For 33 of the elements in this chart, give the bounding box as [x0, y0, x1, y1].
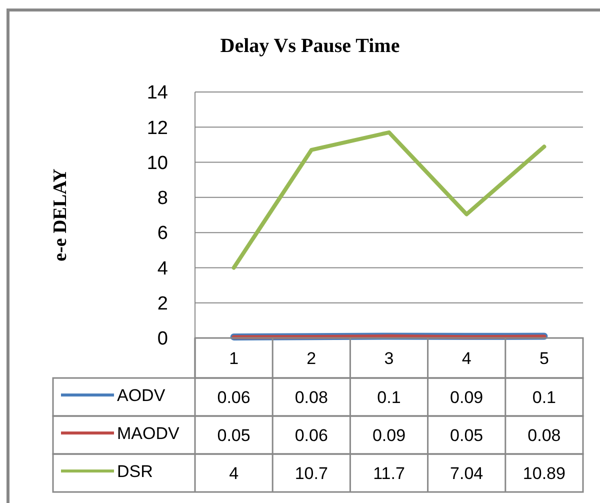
y-tick-label: 6 [157, 223, 168, 244]
y-tick-label: 2 [157, 294, 168, 315]
chart-title: Delay Vs Pause Time [220, 35, 400, 57]
legend-label: MAODV [117, 424, 180, 443]
x-tick-label: 2 [306, 348, 316, 368]
data-label: 7.04 [450, 464, 484, 483]
data-label: 0.05 [217, 426, 250, 445]
data-label: 4 [229, 464, 239, 483]
data-label: 0.09 [450, 388, 484, 407]
y-tick-label: 10 [146, 152, 168, 174]
y-tick-label: 8 [157, 188, 168, 210]
y-axis-title: e-e DELAY [50, 168, 71, 262]
y-tick-label: 4 [157, 258, 168, 280]
x-tick-label: 5 [539, 348, 549, 368]
legend-label: DSR [117, 462, 153, 481]
data-label: 0.08 [294, 388, 328, 407]
y-tick-label: 0 [157, 328, 168, 350]
y-tick-label: 14 [146, 82, 168, 104]
x-tick-label: 4 [462, 348, 472, 368]
data-label: 0.1 [532, 388, 556, 407]
data-label: 0.06 [294, 426, 328, 445]
data-label: 10.7 [294, 464, 328, 483]
y-tick-label: 12 [146, 118, 168, 139]
data-label: 0.08 [528, 426, 561, 445]
legend-label: AODV [117, 386, 166, 405]
data-label: 0.05 [450, 426, 484, 445]
x-tick-label: 1 [229, 348, 239, 368]
data-label: 0.09 [372, 426, 406, 445]
data-label: 0.1 [377, 388, 401, 407]
x-tick-label: 3 [384, 348, 394, 368]
data-label: 10.89 [522, 464, 566, 483]
data-label: 11.7 [373, 464, 405, 483]
data-label: 0.06 [217, 388, 250, 407]
